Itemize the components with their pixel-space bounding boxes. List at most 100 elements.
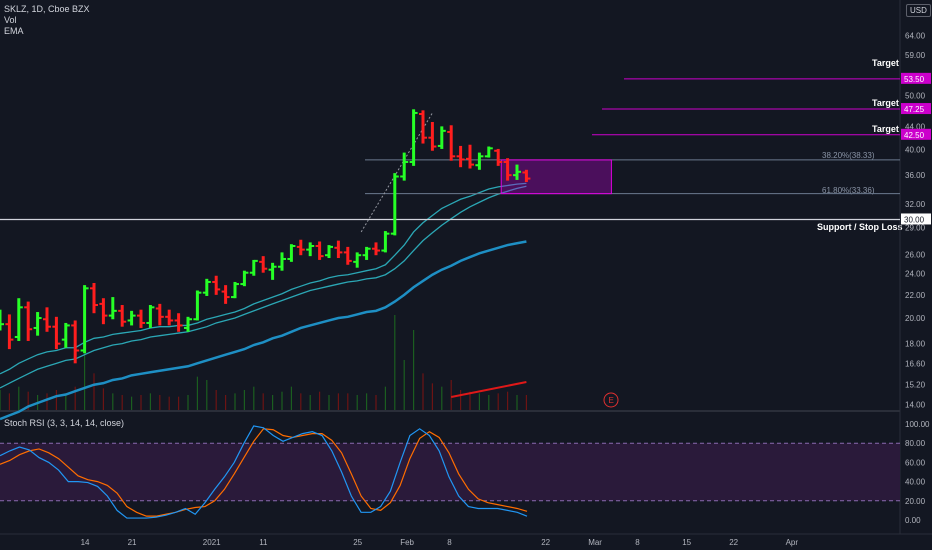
ohlc-bar bbox=[61, 322, 70, 348]
time-tick-label: 21 bbox=[128, 538, 137, 547]
ohlc-bar bbox=[137, 309, 145, 328]
time-tick-label: 22 bbox=[541, 538, 550, 547]
price-tick-label: 29.00 bbox=[905, 224, 926, 233]
earnings-marker bbox=[603, 392, 619, 408]
target-label-1: Target bbox=[872, 58, 899, 68]
ohlc-bar bbox=[466, 144, 474, 169]
ohlc-bar bbox=[118, 305, 127, 327]
time-tick-label: 25 bbox=[353, 538, 362, 547]
ohlc-bar bbox=[278, 252, 286, 271]
ohlc-bar bbox=[494, 148, 503, 166]
price-tick-label: 15.20 bbox=[905, 381, 926, 390]
ohlc-bar bbox=[71, 320, 80, 364]
ohlc-bar bbox=[456, 145, 465, 168]
ohlc-bar bbox=[221, 285, 230, 304]
ohlc-bar bbox=[146, 305, 155, 328]
stoch-rsi-d-line bbox=[0, 428, 528, 517]
rsi-tick-label: 40.00 bbox=[905, 478, 926, 487]
ohlc-bar bbox=[259, 256, 268, 273]
price-tick-label: 64.00 bbox=[905, 31, 926, 40]
dashed-trend-line bbox=[360, 112, 433, 233]
stoch-rsi-k-line bbox=[0, 425, 528, 519]
price-tick-label: 16.60 bbox=[905, 359, 926, 368]
symbol-label: SKLZ, 1D, Cboe BZX bbox=[4, 4, 90, 14]
ohlc-bar bbox=[400, 152, 409, 181]
price-tick-label: 59.00 bbox=[905, 51, 926, 60]
earnings-marker-label: E bbox=[609, 396, 614, 405]
ohlc-bar bbox=[184, 316, 192, 332]
time-tick-label: 11 bbox=[259, 538, 268, 547]
ohlc-bar bbox=[165, 309, 174, 326]
ohlc-bar bbox=[193, 290, 202, 321]
ohlc-bar bbox=[325, 245, 333, 259]
volume-trend-line bbox=[451, 381, 527, 398]
ohlc-bar bbox=[381, 231, 390, 253]
ohlc-bar bbox=[174, 313, 183, 332]
currency-badge[interactable]: USD bbox=[906, 4, 931, 17]
volume-label: Vol bbox=[4, 15, 17, 25]
price-tick-label: 22.00 bbox=[905, 291, 926, 300]
ohlc-bar bbox=[315, 241, 324, 260]
price-tick-label: 24.00 bbox=[905, 270, 926, 279]
target-label-3: Target bbox=[872, 124, 899, 134]
ohlc-bar bbox=[231, 281, 239, 299]
price-tick-label: 20.00 bbox=[905, 314, 926, 323]
ohlc-bar bbox=[372, 242, 380, 256]
fib-382-label: 38.20%(38.33) bbox=[822, 151, 875, 160]
ohlc-bar bbox=[240, 270, 249, 287]
ohlc-bar bbox=[108, 297, 117, 320]
price-highlight-box bbox=[901, 213, 931, 225]
ohlc-bar bbox=[127, 310, 136, 326]
support-stop-loss-label: Support / Stop Loss bbox=[817, 222, 903, 232]
price-tick-label: 32.00 bbox=[905, 200, 926, 209]
ohlc-bar bbox=[484, 146, 493, 158]
ohlc-bar bbox=[513, 164, 521, 180]
price-tick-label: 40.00 bbox=[905, 146, 926, 155]
ohlc-bar bbox=[99, 298, 108, 325]
ohlc-bar bbox=[522, 169, 531, 183]
ohlc-bar bbox=[306, 242, 315, 257]
price-highlight-label: 30.00 bbox=[904, 215, 925, 224]
ohlc-bar bbox=[419, 110, 427, 144]
time-tick-label: Apr bbox=[786, 538, 799, 547]
ema-fast-line bbox=[0, 182, 527, 375]
ohlc-bar bbox=[428, 121, 437, 151]
ohlc-bar bbox=[437, 126, 446, 149]
ohlc-bar bbox=[296, 239, 305, 256]
ohlc-bar bbox=[475, 152, 484, 170]
ohlc-bar bbox=[503, 158, 512, 181]
ohlc-bar bbox=[5, 314, 14, 350]
ohlc-bar bbox=[202, 278, 211, 296]
time-tick-label: 22 bbox=[729, 538, 738, 547]
price-highlight-label: 47.25 bbox=[904, 105, 925, 114]
ohlc-bar bbox=[268, 262, 277, 280]
price-highlight-label: 42.50 bbox=[904, 131, 925, 140]
rsi-tick-label: 100.00 bbox=[905, 420, 930, 429]
ohlc-bar bbox=[362, 246, 371, 260]
price-highlight-label: 53.50 bbox=[904, 75, 925, 84]
price-tick-label: 14.00 bbox=[905, 401, 926, 410]
ohlc-bar bbox=[343, 246, 352, 265]
ohlc-bar bbox=[24, 301, 33, 341]
ohlc-bar bbox=[14, 298, 23, 341]
ohlc-bar bbox=[447, 125, 456, 161]
ohlc-bar bbox=[212, 275, 221, 295]
rsi-tick-label: 20.00 bbox=[905, 497, 926, 506]
ohlc-bar bbox=[90, 283, 98, 314]
ohlc-bar bbox=[334, 240, 343, 259]
ohlc-bar bbox=[287, 244, 296, 262]
rsi-tick-label: 60.00 bbox=[905, 458, 926, 467]
time-tick-label: 14 bbox=[81, 538, 90, 547]
rsi-band bbox=[0, 443, 900, 501]
time-tick-label: 15 bbox=[682, 538, 691, 547]
fib-618-label: 61.80%(33.36) bbox=[822, 186, 875, 195]
rsi-tick-label: 0.00 bbox=[905, 516, 921, 525]
time-tick-label: 8 bbox=[635, 538, 640, 547]
rsi-tick-label: 80.00 bbox=[905, 439, 926, 448]
ohlc-bar bbox=[409, 109, 418, 166]
ohlc-bar bbox=[390, 173, 399, 236]
price-tick-label: 44.00 bbox=[905, 122, 926, 131]
price-highlight-box bbox=[901, 103, 931, 115]
time-tick-label: 2021 bbox=[203, 538, 221, 547]
